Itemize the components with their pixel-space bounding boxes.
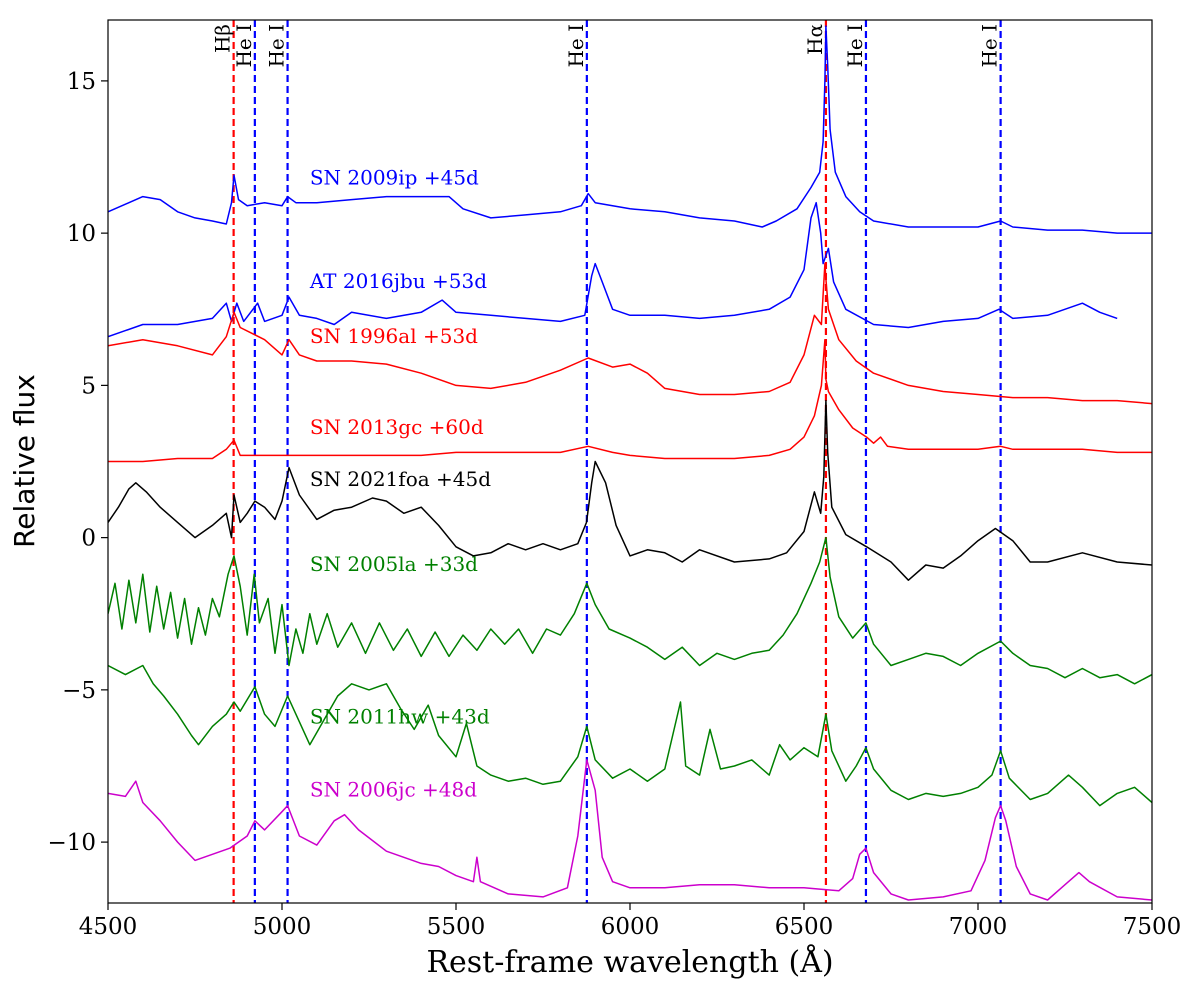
series-label-sn-2006jc-48d: SN 2006jc +48d [310,777,477,801]
x-tick-label-5500: 5500 [427,914,486,940]
spectra-series [108,25,1152,901]
series-label-sn-2021foa-45d: SN 2021foa +45d [310,467,491,491]
reference-line-label-4: Hα [803,24,827,55]
reference-line-label-6: He I [978,24,1002,68]
x-axis-ticks: 4500 5000 5500 6000 6500 7000 7500 [79,903,1182,940]
series-line-sn-2021foa-45d [108,399,1152,581]
series-label-sn-2013gc-60d: SN 2013gc +60d [310,415,484,439]
series-line-sn-2011hw-43d [108,664,1152,807]
y-tick-label-3: 5 [81,373,96,399]
series-line-sn-2006jc-48d [108,759,1152,901]
reference-line-label-2: He I [265,24,289,68]
y-axis-ticks: −10 −5 0 5 10 15 [47,69,108,856]
y-tick-label-1: −5 [62,678,96,704]
y-tick-label-4: 10 [67,221,96,247]
series-line-sn-2005la-33d [108,536,1152,685]
series-line-sn-2013gc-60d [108,338,1152,463]
series-label-sn-1996al-53d: SN 1996al +53d [310,324,478,348]
x-tick-label-6500: 6500 [775,914,834,940]
reference-line-label-0: Hβ [211,24,235,53]
reference-line-label-1: He I [232,24,256,68]
reference-line-label-3: He I [564,24,588,68]
x-tick-label-5000: 5000 [253,914,312,940]
series-label-sn-2009ip-45d: SN 2009ip +45d [310,165,479,189]
x-tick-label-4500: 4500 [79,914,138,940]
series-label-sn-2011hw-43d: SN 2011hw +43d [310,704,490,728]
series-label-at-2016jbu-53d: AT 2016jbu +53d [309,269,487,293]
series-line-at-2016jbu-53d [108,201,1118,338]
x-tick-label-7000: 7000 [949,914,1008,940]
x-tick-label-7500: 7500 [1123,914,1182,940]
series-label-sn-2005la-33d: SN 2005la +33d [310,552,478,576]
y-tick-label-2: 0 [81,526,96,552]
series-labels: SN 2009ip +45d AT 2016jbu +53d SN 1996al +… [309,165,491,801]
series-line-sn-2009ip-45d [108,25,1152,234]
series-line-sn-1996al-53d [108,262,1152,405]
y-axis-label: Relative flux [8,374,41,548]
x-axis-label: Rest-frame wavelength (Å) [426,944,833,980]
x-tick-label-6000: 6000 [601,914,660,940]
y-tick-label-0: −10 [47,830,96,856]
y-tick-label-5: 15 [67,69,96,95]
reference-lines [232,20,1002,903]
reference-line-label-5: He I [843,24,867,68]
